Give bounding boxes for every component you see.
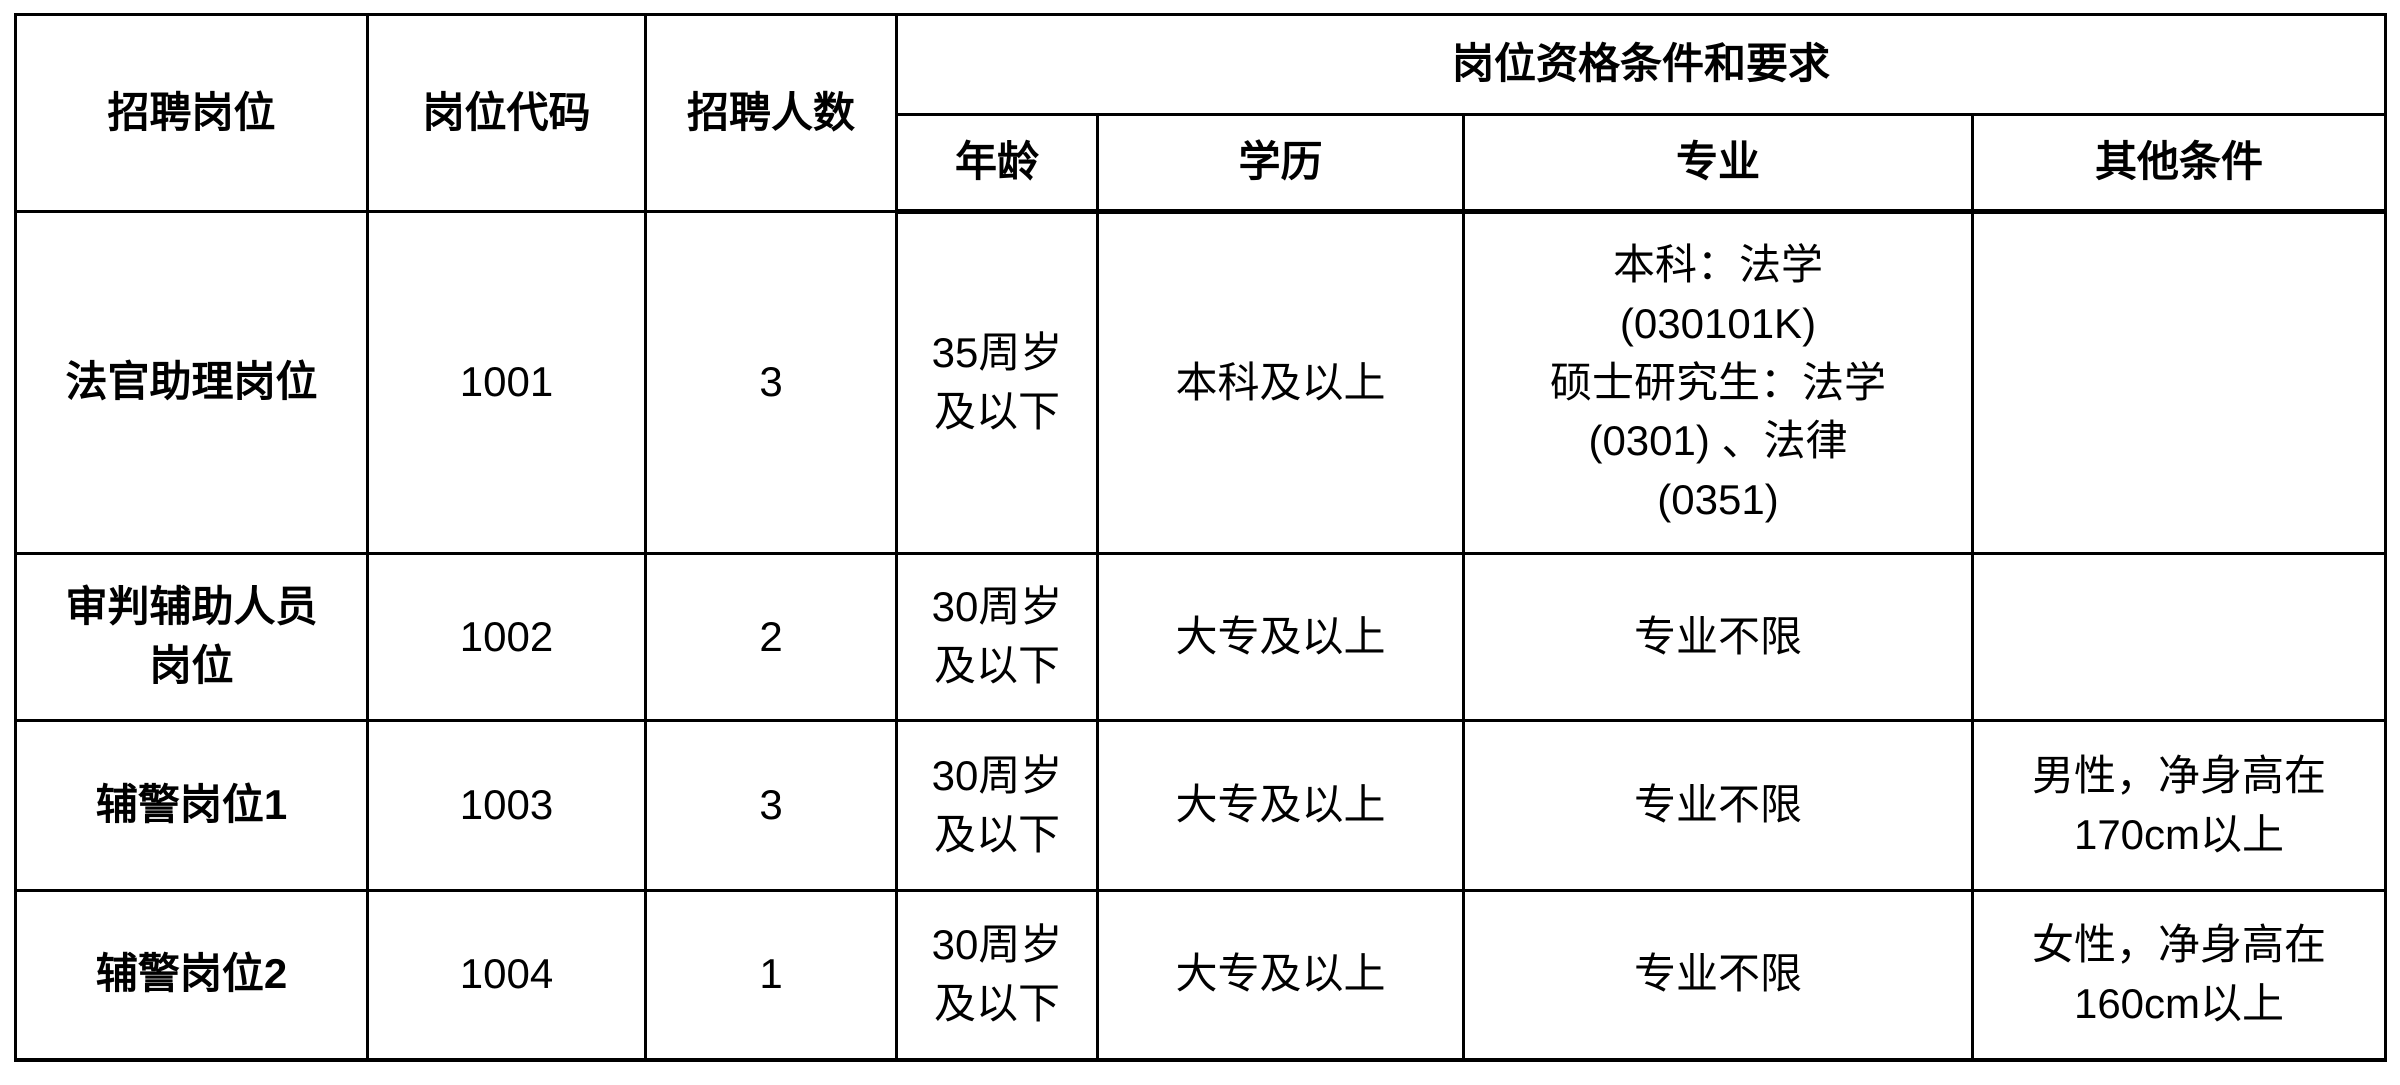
- cell-position: 审判辅助人员 岗位: [14, 552, 369, 722]
- cell-age: 30周岁 及以下: [895, 552, 1099, 722]
- cell-count: 2: [644, 552, 898, 722]
- cell-education: 本科及以上: [1096, 210, 1465, 555]
- cell-age: 30周岁 及以下: [895, 719, 1099, 892]
- table-row: 辅警岗位1 1003 3 30周岁 及以下 大专及以上 专业不限 男性，净身高在…: [14, 719, 2388, 892]
- header-position: 招聘岗位: [14, 13, 369, 213]
- cell-other: 男性，净身高在 170cm以上: [1970, 719, 2388, 892]
- cell-education: 大专及以上: [1096, 719, 1465, 892]
- header-other: 其他条件: [1970, 113, 2388, 214]
- cell-position: 辅警岗位2: [14, 889, 369, 1062]
- cell-major: 专业不限: [1462, 889, 1974, 1062]
- cell-education: 大专及以上: [1096, 552, 1465, 722]
- cell-code: 1002: [366, 552, 647, 722]
- recruitment-positions-table: 招聘岗位 岗位代码 招聘人数 岗位资格条件和要求 年龄 学历 专业 其他条件 法…: [14, 13, 2388, 1062]
- cell-code: 1001: [366, 210, 647, 555]
- header-code: 岗位代码: [366, 13, 647, 213]
- cell-major: 本科：法学 (030101K) 硕士研究生：法学 (0301) 、法律 (035…: [1462, 210, 1974, 555]
- header-row-group: 招聘岗位 岗位代码 招聘人数 岗位资格条件和要求: [14, 13, 2388, 213]
- cell-other: [1970, 210, 2388, 555]
- cell-count: 3: [644, 719, 898, 892]
- cell-major: 专业不限: [1462, 552, 1974, 722]
- header-major: 专业: [1462, 113, 1974, 214]
- header-row-sub: 年龄 学历 专业 其他条件: [16, 113, 2388, 214]
- table-row: 辅警岗位2 1004 1 30周岁 及以下 大专及以上 专业不限 女性，净身高在…: [14, 889, 2388, 1062]
- cell-position: 辅警岗位1: [14, 719, 369, 892]
- cell-age: 30周岁 及以下: [895, 889, 1099, 1062]
- cell-count: 3: [644, 210, 898, 555]
- cell-code: 1004: [366, 889, 647, 1062]
- header-age: 年龄: [895, 113, 1099, 214]
- cell-other: 女性，净身高在 160cm以上: [1970, 889, 2388, 1062]
- header-count: 招聘人数: [644, 13, 898, 213]
- cell-major: 专业不限: [1462, 719, 1974, 892]
- cell-count: 1: [644, 889, 898, 1062]
- cell-age: 35周岁 及以下: [895, 210, 1099, 555]
- cell-position: 法官助理岗位: [14, 210, 369, 555]
- cell-education: 大专及以上: [1096, 889, 1465, 1062]
- cell-code: 1003: [366, 719, 647, 892]
- table-row: 审判辅助人员 岗位 1002 2 30周岁 及以下 大专及以上 专业不限: [14, 552, 2388, 722]
- header-requirements-group: 岗位资格条件和要求: [894, 13, 2388, 116]
- table-row: 法官助理岗位 1001 3 35周岁 及以下 本科及以上 本科：法学 (0301…: [14, 210, 2388, 555]
- cell-other: [1970, 552, 2388, 722]
- header-education: 学历: [1096, 113, 1465, 214]
